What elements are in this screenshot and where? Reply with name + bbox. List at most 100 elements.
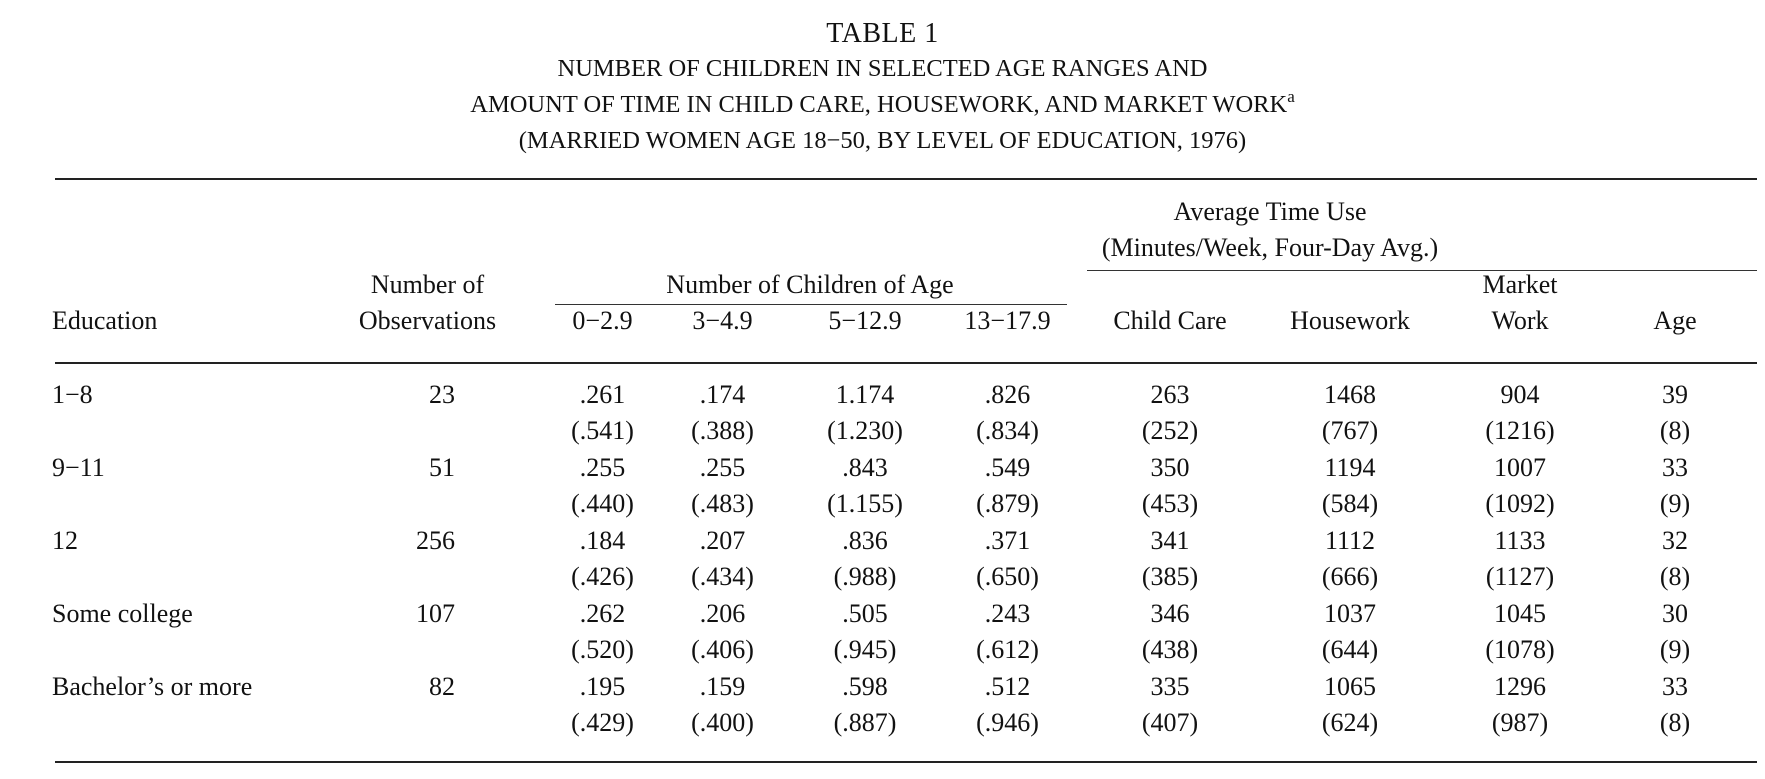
- child-care-mean-cell: 335: [1150, 672, 1190, 701]
- market-work-mean-cell: 1296: [1494, 672, 1546, 701]
- age-3-4-header: 3−4.9: [692, 306, 753, 335]
- market-work-sd-cell: (1127): [1485, 562, 1555, 591]
- age-0-2-mean-cell: .261: [579, 380, 626, 409]
- education-cell: Bachelor’s or more: [52, 672, 253, 701]
- housework-sd-cell: (666): [1321, 562, 1379, 591]
- education-cell: 9−11: [52, 453, 105, 482]
- market-work-header-line-2: Work: [1491, 306, 1549, 335]
- housework-sd-cell: (584): [1321, 489, 1379, 518]
- age-0-2-mean-cell: .184: [579, 526, 626, 555]
- child-care-header: Child Care: [1113, 306, 1227, 335]
- observations-cell: 256: [416, 526, 455, 555]
- market-work-mean-cell: 1133: [1494, 526, 1546, 555]
- header-rule: [55, 362, 1757, 364]
- time-use-group-header: Average Time Use: [1173, 197, 1367, 226]
- age-3-4-sd-cell: (.388): [691, 416, 754, 445]
- age-0-2-sd-cell: (.429): [571, 708, 634, 737]
- age-sd-cell: (9): [1659, 489, 1691, 518]
- age-3-4-sd-cell: (.406): [691, 635, 754, 664]
- market-work-sd-cell: (1216): [1485, 416, 1555, 445]
- age-5-12-mean-cell: .598: [842, 672, 888, 701]
- age-3-4-sd-cell: (.400): [691, 708, 754, 737]
- age-3-4-mean-cell: .174: [699, 380, 746, 409]
- children-group-rule: [555, 304, 1067, 305]
- age-5-12-header: 5−12.9: [828, 306, 902, 335]
- housework-mean-cell: 1468: [1324, 380, 1376, 409]
- age-0-2-mean-cell: .195: [579, 672, 626, 701]
- age-13-17-mean-cell: .512: [984, 672, 1031, 701]
- age-13-17-mean-cell: .243: [984, 599, 1031, 628]
- education-cell: 12: [52, 526, 78, 555]
- age-5-12-sd-cell: (.945): [833, 635, 897, 664]
- child-care-mean-cell: 346: [1150, 599, 1190, 628]
- child-care-mean-cell: 341: [1150, 526, 1190, 555]
- age-sd-cell: (8): [1659, 416, 1691, 445]
- age-0-2-sd-cell: (.440): [571, 489, 634, 518]
- age-13-17-mean-cell: .371: [984, 526, 1031, 555]
- age-0-2-mean-cell: .262: [579, 599, 626, 628]
- age-13-17-sd-cell: (.946): [976, 708, 1039, 737]
- age-3-4-mean-cell: .159: [699, 672, 746, 701]
- age-13-17-sd-cell: (.879): [976, 489, 1039, 518]
- observations-cell: 107: [416, 599, 455, 628]
- observations-cell: 82: [429, 672, 455, 701]
- observations-header-line-2: Observations: [358, 306, 497, 335]
- market-work-sd-cell: (1092): [1485, 489, 1555, 518]
- age-5-12-sd-cell: (.988): [833, 562, 897, 591]
- age-0-2-sd-cell: (.426): [571, 562, 634, 591]
- child-care-sd-cell: (438): [1141, 635, 1199, 664]
- age-0-2-sd-cell: (.520): [571, 635, 634, 664]
- age-5-12-sd-cell: (1.155): [827, 489, 903, 518]
- table-title-line-2: AMOUNT OF TIME IN CHILD CARE, HOUSEWORK,…: [0, 88, 1765, 119]
- table-subtitle: (MARRIED WOMEN AGE 18−50, BY LEVEL OF ED…: [518, 127, 1247, 154]
- age-mean-cell: 32: [1662, 526, 1688, 555]
- age-13-17-mean-cell: .826: [984, 380, 1031, 409]
- age-3-4-sd-cell: (.434): [691, 562, 754, 591]
- housework-sd-cell: (644): [1321, 635, 1379, 664]
- age-3-4-mean-cell: .206: [699, 599, 746, 628]
- child-care-sd-cell: (407): [1141, 708, 1199, 737]
- age-mean-cell: 30: [1662, 599, 1688, 628]
- market-work-sd-cell: (987): [1491, 708, 1549, 737]
- age-13-17-header: 13−17.9: [964, 306, 1051, 335]
- observations-cell: 51: [429, 453, 455, 482]
- market-work-mean-cell: 1007: [1494, 453, 1546, 482]
- footnote-marker: a: [1287, 87, 1295, 106]
- housework-mean-cell: 1194: [1324, 453, 1376, 482]
- housework-sd-cell: (624): [1321, 708, 1379, 737]
- observations-cell: 23: [429, 380, 455, 409]
- time-use-group-subheader: (Minutes/Week, Four-Day Avg.): [1101, 233, 1439, 262]
- age-mean-cell: 39: [1662, 380, 1688, 409]
- children-group-header: Number of Children of Age: [666, 270, 954, 299]
- age-13-17-sd-cell: (.650): [976, 562, 1039, 591]
- age-sd-cell: (8): [1659, 562, 1691, 591]
- child-care-sd-cell: (453): [1141, 489, 1199, 518]
- age-13-17-sd-cell: (.612): [976, 635, 1039, 664]
- housework-mean-cell: 1112: [1324, 526, 1376, 555]
- housework-sd-cell: (767): [1321, 416, 1379, 445]
- age-5-12-mean-cell: .836: [842, 526, 888, 555]
- time-use-group-rule: [1087, 270, 1757, 271]
- age-5-12-sd-cell: (1.230): [827, 416, 903, 445]
- age-5-12-sd-cell: (.887): [833, 708, 897, 737]
- age-0-2-sd-cell: (.541): [571, 416, 634, 445]
- age-mean-cell: 33: [1662, 672, 1688, 701]
- age-0-2-header: 0−2.9: [572, 306, 633, 335]
- age-13-17-mean-cell: .549: [984, 453, 1031, 482]
- observations-header-line-1: Number of: [370, 270, 485, 299]
- education-cell: 1−8: [52, 380, 93, 409]
- table-number: TABLE 1: [826, 18, 939, 49]
- market-work-mean-cell: 1045: [1494, 599, 1546, 628]
- child-care-sd-cell: (252): [1141, 416, 1199, 445]
- housework-mean-cell: 1037: [1324, 599, 1376, 628]
- age-13-17-sd-cell: (.834): [976, 416, 1039, 445]
- age-sd-cell: (8): [1659, 708, 1691, 737]
- child-care-mean-cell: 263: [1150, 380, 1190, 409]
- age-mean-cell: 33: [1662, 453, 1688, 482]
- top-rule: [55, 178, 1757, 180]
- age-0-2-mean-cell: .255: [579, 453, 626, 482]
- age-3-4-mean-cell: .255: [699, 453, 746, 482]
- age-5-12-mean-cell: .505: [842, 599, 888, 628]
- bottom-rule: [55, 761, 1757, 763]
- education-header: Education: [52, 306, 158, 335]
